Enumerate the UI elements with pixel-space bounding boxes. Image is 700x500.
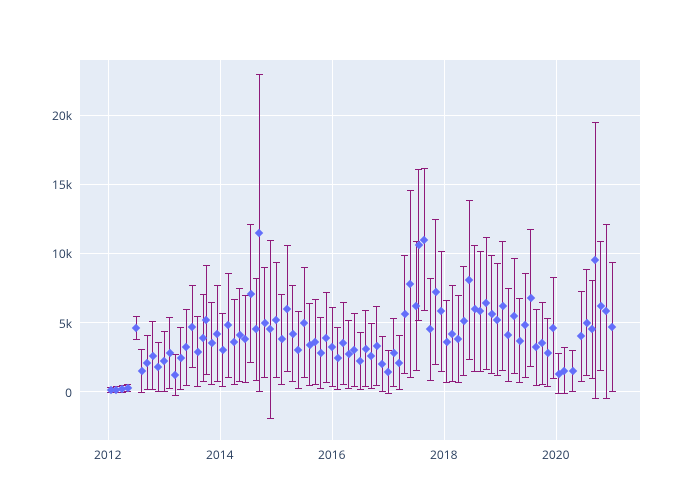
x-gridline (220, 60, 221, 440)
y-gridline (80, 253, 640, 254)
y-tick-label: 20k (52, 107, 72, 124)
x-gridline (108, 60, 109, 440)
x-tick-label: 2020 (542, 446, 569, 463)
y-tick-label: 0 (65, 384, 72, 401)
y-gridline (80, 184, 640, 185)
y-tick-label: 5k (59, 315, 72, 332)
y-tick-label: 10k (52, 245, 72, 262)
error-bar-chart: 2012 2014 2016 2018 2020 0 5k 10k 15k 20k (0, 0, 700, 500)
y-gridline (80, 115, 640, 116)
x-tick-label: 2018 (430, 446, 457, 463)
x-tick-label: 2014 (206, 446, 233, 463)
x-gridline (556, 60, 557, 440)
y-gridline (80, 322, 640, 323)
y-tick-label: 15k (52, 176, 72, 193)
x-tick-label: 2012 (94, 446, 121, 463)
x-tick-label: 2016 (318, 446, 345, 463)
